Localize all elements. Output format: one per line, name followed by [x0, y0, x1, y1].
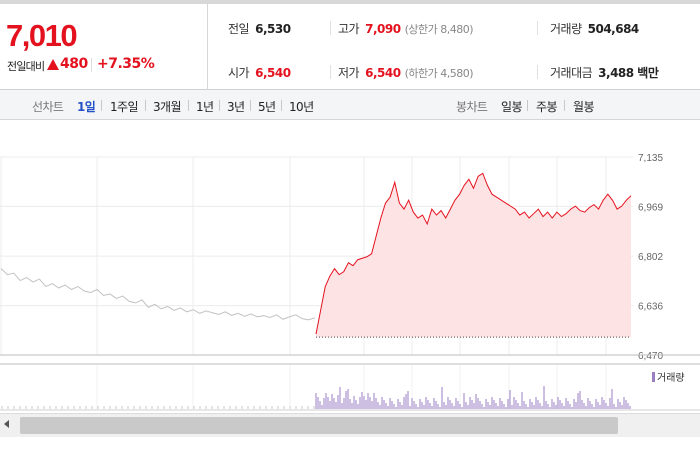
prev-close-value: 6,530 — [255, 22, 291, 36]
period-monthly[interactable]: 월봉 — [573, 100, 594, 114]
lower-limit: (하한가 4,580) — [404, 67, 474, 80]
divider — [330, 21, 331, 35]
y-tick-label: 6,969 — [638, 202, 663, 213]
change-rate: +7.35% — [97, 56, 155, 72]
open-label: 시가 — [228, 66, 250, 80]
period-3m[interactable]: 3개월 — [153, 100, 182, 114]
divider — [219, 100, 220, 111]
scroll-left-icon[interactable] — [4, 420, 9, 428]
y-tick-label: 6,470 — [638, 351, 663, 362]
up-triangle-icon — [47, 59, 59, 70]
line-chart-label: 선차트 — [32, 100, 64, 114]
y-tick-label: 7,135 — [638, 153, 663, 164]
divider — [91, 58, 92, 72]
volume: 거래량 504,684 — [550, 20, 639, 37]
today-price-line — [315, 172, 632, 335]
high-value: 7,090 — [365, 22, 401, 36]
volume-label: 거래량 — [550, 22, 582, 36]
low-label: 저가 — [338, 66, 360, 80]
price-chart: 7,135 6,969 6,802 6,636 6,470 거래량 — [0, 121, 700, 413]
divider — [537, 21, 538, 35]
y-tick-label: 6,636 — [638, 302, 663, 313]
chart-scrollbar[interactable] — [0, 413, 700, 437]
divider — [145, 100, 146, 111]
scroll-thumb[interactable] — [20, 417, 618, 434]
high-price: 고가 7,090 (상한가 8,480) — [338, 20, 474, 37]
amount-value: 3,488 백만 — [598, 66, 659, 80]
divider — [564, 100, 565, 111]
divider — [537, 65, 538, 79]
candle-chart-label: 봉차트 — [456, 100, 488, 114]
period-daily[interactable]: 일봉 — [501, 100, 522, 114]
price-box: 7,010 전일대비 480 +7.35% — [0, 4, 208, 90]
divider — [281, 100, 282, 111]
price-change: 480 — [60, 56, 88, 72]
chart-toolbar: 선차트 1일 1주일 3개월 1년 3년 5년 10년 봉차트 일봉 주봉 월봉 — [0, 90, 700, 120]
bottom-margin — [0, 437, 700, 450]
high-label: 고가 — [338, 22, 360, 36]
amount-label: 거래대금 — [550, 66, 593, 80]
quote-panel: 7,010 전일대비 480 +7.35% 전일 6,530 고가 7,090 (상한… — [0, 0, 700, 90]
current-price: 7,010 — [6, 18, 78, 53]
upper-limit: (상한가 8,480) — [404, 23, 474, 36]
divider — [330, 65, 331, 79]
volume-legend-label: 거래량 — [657, 372, 685, 384]
trade-amount: 거래대금 3,488 백만 — [550, 64, 659, 81]
prev-close: 전일 6,530 — [228, 20, 291, 37]
divider — [188, 100, 189, 111]
period-5y[interactable]: 5년 — [258, 100, 276, 114]
divider — [250, 100, 251, 111]
volume-value: 504,684 — [587, 22, 640, 36]
price-area-fill — [316, 173, 631, 338]
low-value: 6,540 — [365, 66, 401, 80]
volume-legend-swatch — [652, 372, 655, 382]
period-1w[interactable]: 1주일 — [110, 100, 139, 114]
open-value: 6,540 — [255, 66, 291, 80]
period-1d[interactable]: 1일 — [77, 100, 96, 114]
chart-area: 7,135 6,969 6,802 6,636 6,470 거래량 — [0, 121, 700, 450]
open-price: 시가 6,540 — [228, 64, 291, 81]
previous-day-line — [0, 268, 316, 321]
period-10y[interactable]: 10년 — [289, 100, 314, 114]
period-weekly[interactable]: 주봉 — [536, 100, 557, 114]
prev-close-label: 전일 — [228, 22, 250, 36]
low-price: 저가 6,540 (하한가 4,580) — [338, 64, 474, 81]
prev-compare-label: 전일대비 — [7, 60, 45, 73]
y-tick-label: 6,802 — [638, 252, 663, 263]
divider — [101, 100, 102, 111]
divider — [527, 100, 528, 111]
period-3y[interactable]: 3년 — [227, 100, 245, 114]
period-1y[interactable]: 1년 — [196, 100, 214, 114]
